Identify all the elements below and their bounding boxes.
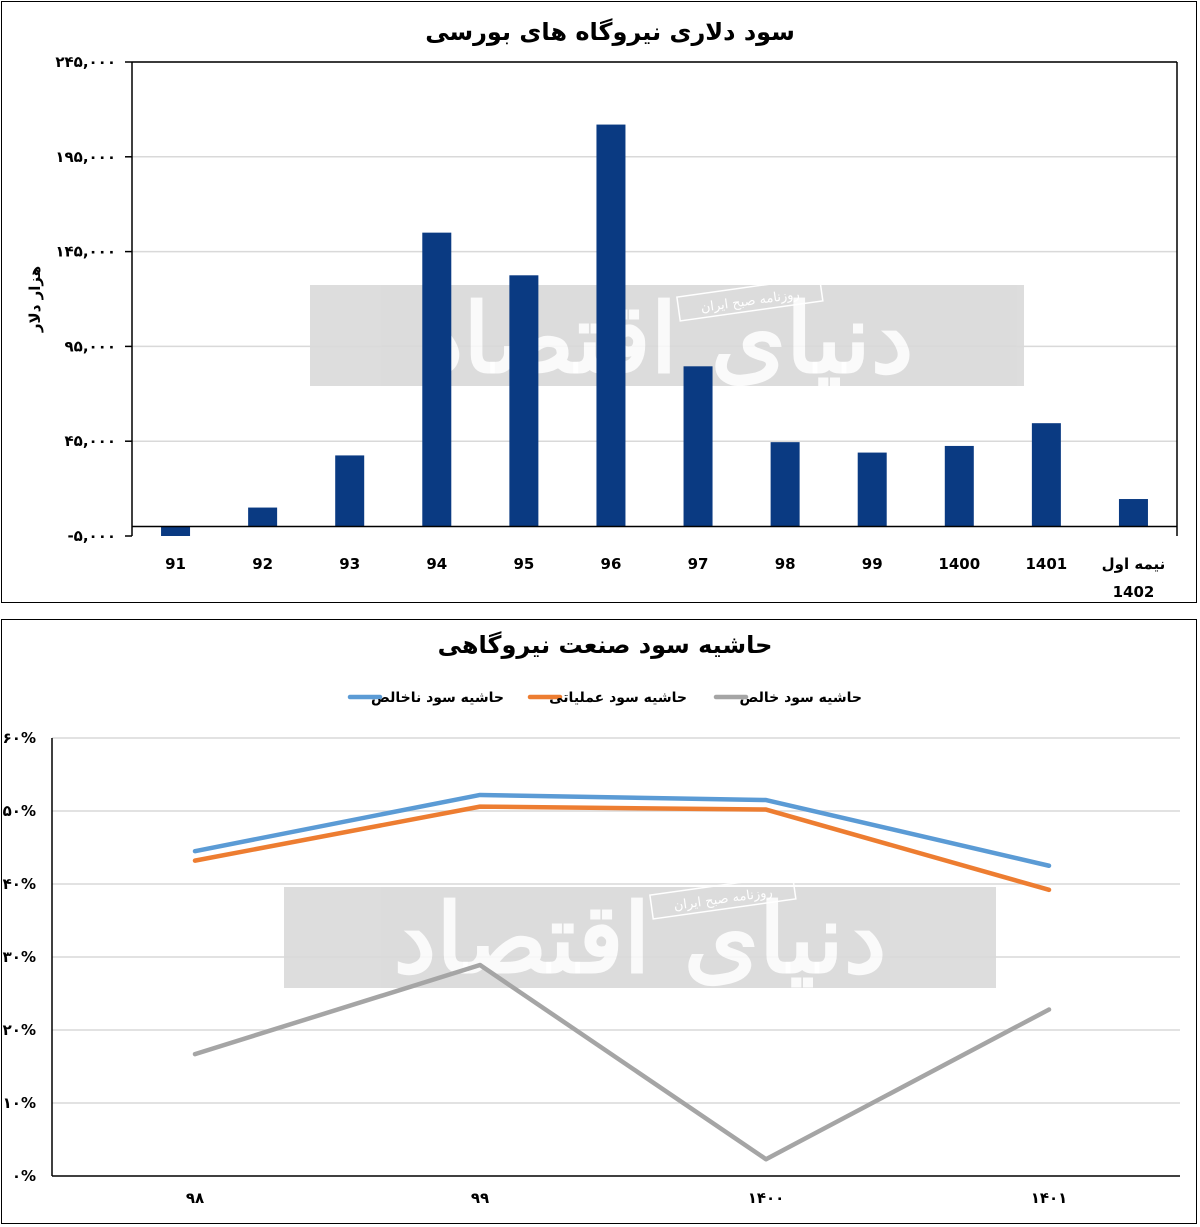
line-chart-axes: ۰% ۱۰% ۲۰% ۳۰% ۴۰% ۵۰% ۶۰% ۹۸ ۹۹ ۱۴۰۰ ۱۴۰۱ [3,729,1180,1207]
bar [857,452,887,527]
line-chart-title: حاشیه سود صنعت نیروگاهی [438,631,773,659]
line-point [478,804,482,809]
line-chart-panel: حاشیه سود صنعت نیروگاهی حاشیه سود ناخالص… [1,619,1197,1224]
line-x-tick-label: ۱۴۰۰ [748,1189,785,1207]
bar-x-tick-label: 94 [426,555,447,573]
line-chart-series [192,792,1052,1162]
bar-y-tick-label: -۵,۰۰۰ [67,527,116,545]
bar-x-tick-label: 1401 [1026,555,1068,573]
bar-chart-y-axis-label: هزار دلار [26,266,44,333]
legend-label: حاشیه سود خالص [740,690,863,706]
line-y-tick-label: ۳۰% [3,948,36,966]
line-point [193,849,197,854]
line-y-tick-label: ۵۰% [3,802,36,820]
bar [1031,423,1061,527]
bar-y-tick-label: ۱۹۵,۰۰۰ [55,148,116,166]
line-point [1047,1007,1051,1012]
line-point [1047,863,1051,868]
line-x-tick-label: ۱۴۰۱ [1031,1189,1068,1207]
line-y-tick-label: ۶۰% [3,729,36,747]
bar [1118,499,1148,527]
line-series-2 [192,804,1052,893]
watermark-band-2 [284,887,996,988]
line-chart-legend: حاشیه سود ناخالص حاشیه سود عملیاتی حاشیه س… [347,690,863,706]
bar-chart: سود دلاری نیروگاه های بورسی دنیای اقتصاد… [26,18,1178,601]
bar-y-tick-label: ۴۵,۰۰۰ [65,432,116,450]
line-point [478,792,482,797]
line-point [193,1052,197,1057]
bar-x-tick-label: 1400 [938,555,980,573]
bar [161,526,191,536]
bar [248,507,278,527]
watermark-brand-2: دنیای اقتصاد [393,882,886,995]
bar [422,232,452,527]
bar-x-tick-label: 96 [601,555,622,573]
bar [509,275,539,527]
watermark-brand: دنیای اقتصاد [420,282,913,395]
watermark-2: دنیای اقتصاد روزنامه صبح ایران [284,874,996,995]
line-point [1047,887,1051,892]
bar-chart-axes: -۵,۰۰۰ ۴۵,۰۰۰ ۹۵,۰۰۰ ۱۴۵,۰۰۰ ۱۹۵,۰۰۰ ۲۴۵,۰۰۰ 9… [55,53,1178,601]
bar-chart-bars [161,124,1148,536]
bar-chart-title: سود دلاری نیروگاه های بورسی [425,18,795,46]
bar-x-tick-label: 93 [339,555,360,573]
line-point [764,798,768,803]
line-series-1 [192,792,1052,868]
bar [596,124,626,527]
bar [335,455,365,527]
line-chart: حاشیه سود صنعت نیروگاهی حاشیه سود ناخالص… [3,631,1180,1207]
bar-y-tick-label: ۹۵,۰۰۰ [65,337,116,355]
bar-y-tick-label: ۲۴۵,۰۰۰ [55,53,116,71]
line-point [193,858,197,863]
bar-x-tick-label: 97 [688,555,709,573]
legend-label: حاشیه سود عملیاتی [549,690,687,706]
bar-x-tick-label: 98 [775,555,796,573]
watermark: دنیای اقتصاد روزنامه صبح ایران [310,276,1024,395]
bar-chart-panel: سود دلاری نیروگاه های بورسی دنیای اقتصاد… [1,1,1197,603]
line-x-tick-label: ۹۹ [471,1189,489,1207]
line-y-tick-label: ۲۰% [3,1021,36,1039]
bar-x-tick-label: 91 [165,555,186,573]
line-y-tick-label: ۱۰% [3,1094,36,1112]
line-point [478,963,482,968]
line-x-tick-label: ۹۸ [186,1189,204,1207]
bar [944,445,974,527]
bar-y-tick-label: ۱۴۵,۰۰۰ [55,243,116,261]
bar-x-tick-label: 99 [862,555,883,573]
bar-x-tick-label: 95 [513,555,534,573]
bar [683,366,713,527]
legend-label: حاشیه سود ناخالص [371,690,504,706]
line-point [764,1157,768,1162]
bar-x-tick-label: 92 [252,555,273,573]
bar-x-tick-label: نیمه اول 1402 [1102,555,1166,601]
line-y-tick-label: ۴۰% [3,875,36,893]
line-point [764,807,768,812]
line-series-3 [192,962,1052,1162]
line-y-tick-label: ۰% [12,1167,36,1185]
bar [770,442,800,527]
